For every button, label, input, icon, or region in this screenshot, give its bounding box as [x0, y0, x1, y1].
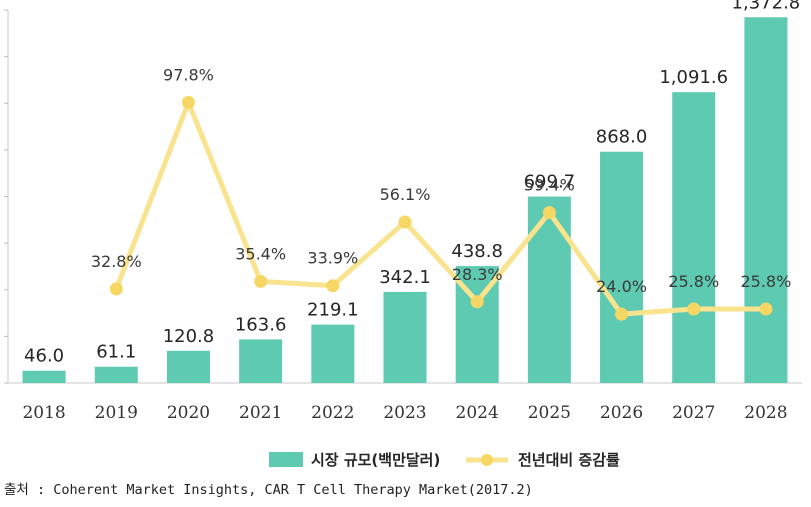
- x-tick-label: 2028: [744, 403, 787, 423]
- line-point-2025: [542, 206, 556, 220]
- bar-2022: [311, 324, 355, 383]
- bar-value-label: 46.0: [24, 346, 64, 367]
- bar-value-label: 1,091.6: [659, 67, 728, 88]
- bar-value-label: 61.1: [96, 342, 136, 363]
- x-tick-label: 2022: [311, 403, 354, 423]
- x-tick-label: 2024: [456, 403, 499, 423]
- bar-2027: [672, 92, 716, 384]
- legend-line-label: 전년대비 증감률: [518, 451, 620, 469]
- bar-2023: [383, 291, 427, 383]
- bar-2026: [600, 151, 644, 383]
- line-value-label: 97.8%: [163, 65, 214, 84]
- bar-value-label: 342.1: [379, 267, 431, 288]
- line-value-label: 35.4%: [235, 244, 286, 263]
- line-point-2023: [398, 215, 412, 229]
- line-value-label: 56.1%: [380, 185, 431, 204]
- x-tick-label: 2021: [239, 403, 282, 423]
- line-point-2027: [687, 302, 701, 316]
- line-point-2021: [254, 274, 268, 288]
- line-value-label: 25.8%: [740, 272, 791, 291]
- x-tick-label: 2026: [600, 403, 643, 423]
- line-value-label: 32.8%: [91, 252, 142, 271]
- line-value-label: 25.8%: [668, 272, 719, 291]
- bar-2019: [94, 366, 138, 383]
- x-tick-label: 2023: [383, 403, 426, 423]
- x-tick-label: 2027: [672, 403, 715, 423]
- line-point-2028: [759, 302, 773, 316]
- x-tick-label: 2018: [22, 403, 65, 423]
- bar-value-label: 868.0: [596, 127, 648, 148]
- line-point-2026: [615, 307, 629, 321]
- x-tick-label: 2020: [167, 403, 210, 423]
- data-labels: 46.0 61.1 120.8 163.6 219.1 342.1 438.8 699.7 86…: [24, 0, 800, 367]
- bar-2025: [527, 196, 571, 383]
- bar-2028: [744, 17, 788, 383]
- line-point-2020: [181, 95, 195, 109]
- x-tick-label: 2019: [95, 403, 138, 423]
- line-point-2019: [109, 282, 123, 296]
- legend-bar-label: 시장 규모(백만달러): [311, 451, 440, 469]
- bar-value-label: 163.6: [235, 314, 287, 335]
- line-value-label: 59.4%: [524, 176, 575, 195]
- x-axis-ticks: 2018 2019 2020 2021 2022 2023 2024 2025 2026 2027…: [22, 403, 787, 423]
- line-value-label: 24.0%: [596, 277, 647, 296]
- bar-value-label: 219.1: [307, 300, 359, 321]
- bar-series: [22, 17, 788, 384]
- bar-value-label: 1,372.8: [732, 0, 801, 13]
- x-tick-label: 2025: [528, 403, 571, 423]
- bar-value-label: 120.8: [163, 326, 215, 347]
- line-value-label: 33.9%: [307, 249, 358, 268]
- legend: 시장 규모(백만달러) 전년대비 증감률: [269, 451, 620, 469]
- line-series: [109, 95, 773, 321]
- bar-value-label: 699.7: [524, 172, 576, 193]
- bar-2021: [239, 339, 283, 383]
- chart: 46.0 61.1 120.8 163.6 219.1 342.1 438.8 699.7 86…: [4, 0, 802, 469]
- growth-rate-line: [113, 99, 766, 317]
- bar-2018: [22, 370, 66, 383]
- bar-2020: [166, 350, 210, 383]
- legend-line-marker: [481, 454, 493, 466]
- line-point-2024: [470, 295, 484, 309]
- legend-bar-swatch: [269, 452, 303, 467]
- line-value-label: 28.3%: [452, 265, 503, 284]
- bar-value-label: 438.8: [451, 241, 503, 262]
- line-point-2022: [326, 279, 340, 293]
- source-note: 출처 : Coherent Market Insights, CAR T Cel…: [4, 482, 533, 498]
